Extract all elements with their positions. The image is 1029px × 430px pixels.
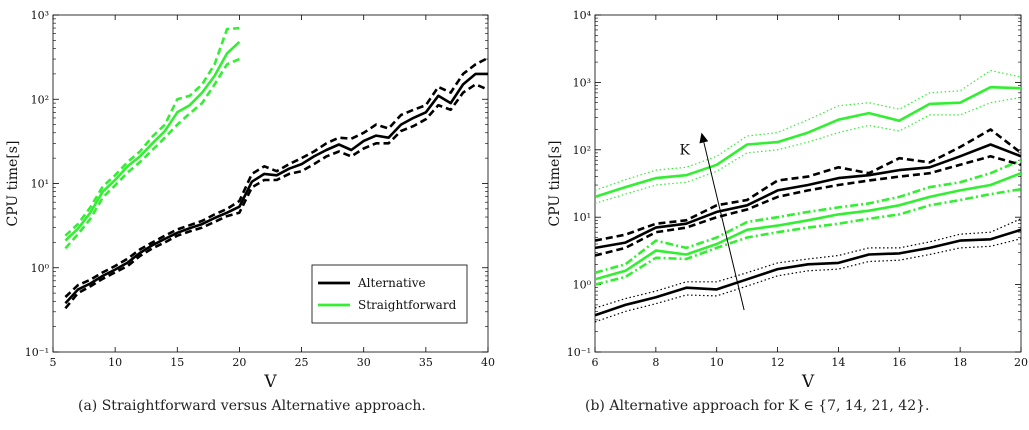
series-line-7	[595, 128, 1021, 242]
caption-a: (a) Straightforward versus Alternative a…	[78, 398, 426, 414]
series-line-9	[595, 85, 1021, 199]
k-arrow-shaft	[703, 142, 745, 311]
chart-b: 10⁻¹ 10⁰ 10¹ 10² 10³ 10⁴ 6 8 10 12 14 16 18 20 V CPU ti…	[547, 9, 1028, 392]
y-axis-label: CPU time[s]	[547, 141, 563, 227]
k-arrow-head	[699, 132, 709, 144]
series-line-3	[64, 40, 241, 242]
y-tick-label: 10⁴	[573, 9, 592, 22]
series-line-4	[595, 159, 1021, 274]
x-tick-label: 5	[50, 356, 57, 369]
x-tick-label: 14	[831, 356, 845, 369]
series-line-5	[64, 57, 240, 250]
y-tick-label: 10⁰	[573, 279, 592, 292]
x-tick-label: 10	[108, 356, 122, 369]
y-tick-label: 10⁻¹	[25, 346, 49, 359]
x-tick-label: 6	[592, 356, 599, 369]
x-axis-label: V	[263, 372, 277, 392]
series-line-11	[595, 96, 1021, 204]
y-tick-label: 10⁰	[31, 262, 50, 275]
series-line-2	[64, 83, 488, 310]
x-tick-label: 20	[1014, 356, 1028, 369]
y-tick-label: 10³	[31, 9, 49, 22]
series-line-10	[595, 69, 1021, 191]
y-tick-label: 10¹	[573, 211, 591, 224]
legend-entry-1: Straightforward	[358, 298, 457, 312]
series-group	[595, 69, 1021, 323]
x-tick-label: 25	[295, 356, 309, 369]
series-line-1	[595, 218, 1021, 309]
series-line-4	[64, 26, 240, 237]
x-tick-label: 12	[771, 356, 785, 369]
y-tick-label: 10⁻¹	[567, 346, 591, 359]
plot-frame	[594, 14, 1022, 353]
y-tick-label: 10²	[31, 93, 49, 106]
series-line-0	[595, 228, 1021, 317]
y-tick-label: 10²	[573, 144, 591, 157]
k-annotation: K	[680, 143, 691, 159]
x-tick-label: 30	[357, 356, 371, 369]
y-tick-label: 10¹	[31, 178, 49, 191]
x-axis-label: V	[801, 372, 815, 392]
caption-b: (b) Alternative approach for K ∈ {7, 14,…	[585, 398, 930, 414]
x-tick-label: 35	[419, 356, 433, 369]
y-tick-label: 10³	[573, 76, 591, 89]
legend-box	[311, 264, 468, 324]
series-line-2	[595, 238, 1021, 323]
x-tick-label: 40	[481, 356, 495, 369]
x-tick-label: 16	[892, 356, 906, 369]
x-tick-label: 15	[170, 356, 184, 369]
series-group	[64, 26, 488, 310]
series-line-3	[595, 171, 1021, 281]
series-line-1	[64, 56, 488, 298]
x-tick-label: 18	[953, 356, 967, 369]
x-tick-label: 20	[232, 356, 246, 369]
legend-entry-0: Alternative	[357, 276, 426, 290]
series-line-8	[595, 155, 1021, 257]
y-axis-label: CPU time[s]	[5, 141, 21, 227]
x-tick-label: 8	[652, 356, 659, 369]
chart-a: 10⁻¹ 10⁰ 10¹ 10² 10³ 5 10 15 20 25 30 35 40 V CPU time…	[5, 9, 495, 392]
series-line-5	[595, 187, 1021, 286]
x-tick-label: 10	[710, 356, 724, 369]
series-line-0	[64, 72, 488, 305]
series-line-6	[595, 143, 1021, 250]
